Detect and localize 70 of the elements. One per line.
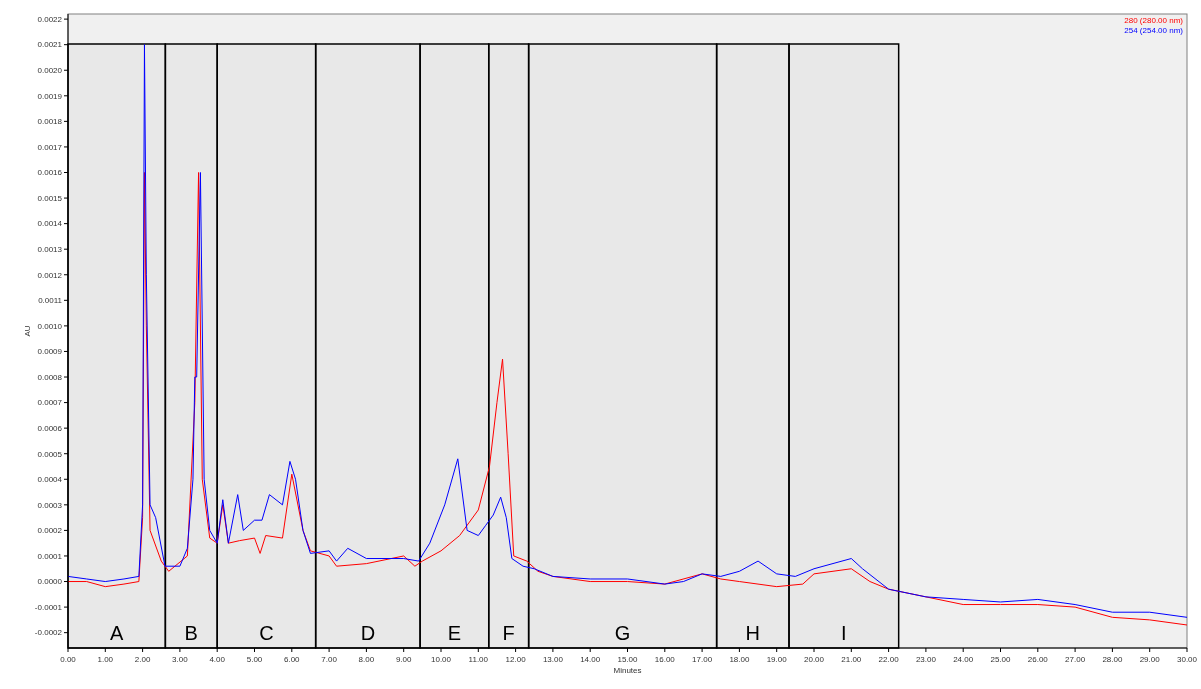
text: 254 (254.00 nm) bbox=[1124, 26, 1184, 35]
y-tick-label: 0.0022 bbox=[37, 14, 63, 24]
y-tick-label: 0.0008 bbox=[37, 372, 63, 382]
y-tick-label: 0.0006 bbox=[37, 423, 63, 433]
y-tick-label: 0.0016 bbox=[37, 168, 63, 178]
x-tick-label: 25.00 bbox=[990, 655, 1012, 664]
y-tick-label: 0.0005 bbox=[37, 449, 63, 459]
x-tick-label: 28.00 bbox=[1102, 655, 1123, 664]
y-tick-label: 0.0012 bbox=[37, 270, 63, 280]
x-tick-label: 6.00 bbox=[284, 655, 301, 664]
x-tick-label: 19.00 bbox=[766, 655, 788, 664]
y-tick-label: 0.0021 bbox=[37, 40, 63, 50]
y-tick-label: 0.0014 bbox=[37, 219, 63, 229]
x-tick-label: 29.00 bbox=[1139, 655, 1161, 664]
line-series bbox=[67, 44, 1188, 618]
y-tick-label: 0.0010 bbox=[37, 321, 63, 331]
y-tick-label: 0.0001 bbox=[37, 551, 63, 561]
x-tick-label: 3.00 bbox=[172, 655, 189, 664]
x-tick-label: 2.00 bbox=[134, 655, 151, 664]
x-tick-label: 16.00 bbox=[654, 655, 676, 664]
x-tick-label: 0.00 bbox=[60, 655, 77, 664]
x-tick-label: 12.00 bbox=[505, 655, 527, 664]
x-tick-label: 22.00 bbox=[878, 655, 900, 664]
band-label: E bbox=[447, 622, 462, 644]
y-tick-label: 0.0004 bbox=[37, 475, 63, 485]
y-tick-label: 0.0018 bbox=[37, 117, 63, 127]
band-label: B bbox=[184, 622, 198, 644]
x-tick-label: 24.00 bbox=[953, 655, 974, 664]
x-tick-label: 27.00 bbox=[1065, 655, 1086, 664]
text: 280 (280.00 nm) bbox=[1124, 16, 1184, 25]
x-tick-label: 14.00 bbox=[580, 655, 601, 664]
y-tick-label: 0.0009 bbox=[37, 347, 63, 357]
y-tick-label: -0.0002 bbox=[34, 628, 63, 638]
x-tick-label: 20.00 bbox=[803, 655, 825, 664]
y-tick-label: 0.0000 bbox=[37, 577, 63, 587]
y-tick-label: 0.0015 bbox=[37, 193, 63, 203]
x-tick-label: 4.00 bbox=[209, 655, 226, 664]
x-tick-label: 17.00 bbox=[692, 655, 713, 664]
band-label: F bbox=[502, 622, 515, 644]
band-label: C bbox=[259, 622, 274, 644]
x-tick-label: 11.00 bbox=[468, 655, 489, 664]
x-tick-label: 1.00 bbox=[97, 655, 114, 664]
band-label: A bbox=[110, 622, 124, 644]
y-tick-label: 0.0002 bbox=[37, 526, 63, 536]
y-tick-label: 0.0011 bbox=[38, 296, 63, 306]
x-tick-label: 21.00 bbox=[841, 655, 862, 664]
x-tick-label: 30.00 bbox=[1176, 655, 1198, 664]
x-tick-label: 10.00 bbox=[430, 655, 452, 664]
y-tick-label: 0.0019 bbox=[37, 91, 63, 101]
band-label: G bbox=[614, 622, 631, 644]
y-tick-label: 0.0007 bbox=[37, 398, 63, 408]
y-tick-label: -0.0001 bbox=[34, 602, 63, 612]
x-tick-label: 5.00 bbox=[246, 655, 263, 664]
y-tick-label: 0.0013 bbox=[37, 244, 63, 254]
x-tick-label: 15.00 bbox=[617, 655, 639, 664]
y-tick-label: 0.0003 bbox=[37, 500, 63, 510]
y-axis-title: AU bbox=[23, 325, 32, 337]
x-tick-label: 13.00 bbox=[542, 655, 564, 664]
x-axis-title: Minutes bbox=[613, 666, 642, 675]
x-tick-label: 26.00 bbox=[1027, 655, 1049, 664]
y-tick-label: 0.0020 bbox=[37, 66, 63, 76]
x-tick-label: 9.00 bbox=[395, 655, 413, 664]
x-tick-label: 18.00 bbox=[729, 655, 750, 664]
x-tick-label: 8.00 bbox=[358, 655, 375, 664]
band-label: D bbox=[360, 622, 376, 644]
band-label: H bbox=[745, 622, 761, 644]
band-label: I bbox=[841, 622, 847, 644]
y-tick-label: 0.0017 bbox=[37, 142, 63, 152]
x-tick-label: 23.00 bbox=[915, 655, 937, 664]
x-tick-label: 7.00 bbox=[321, 655, 338, 664]
